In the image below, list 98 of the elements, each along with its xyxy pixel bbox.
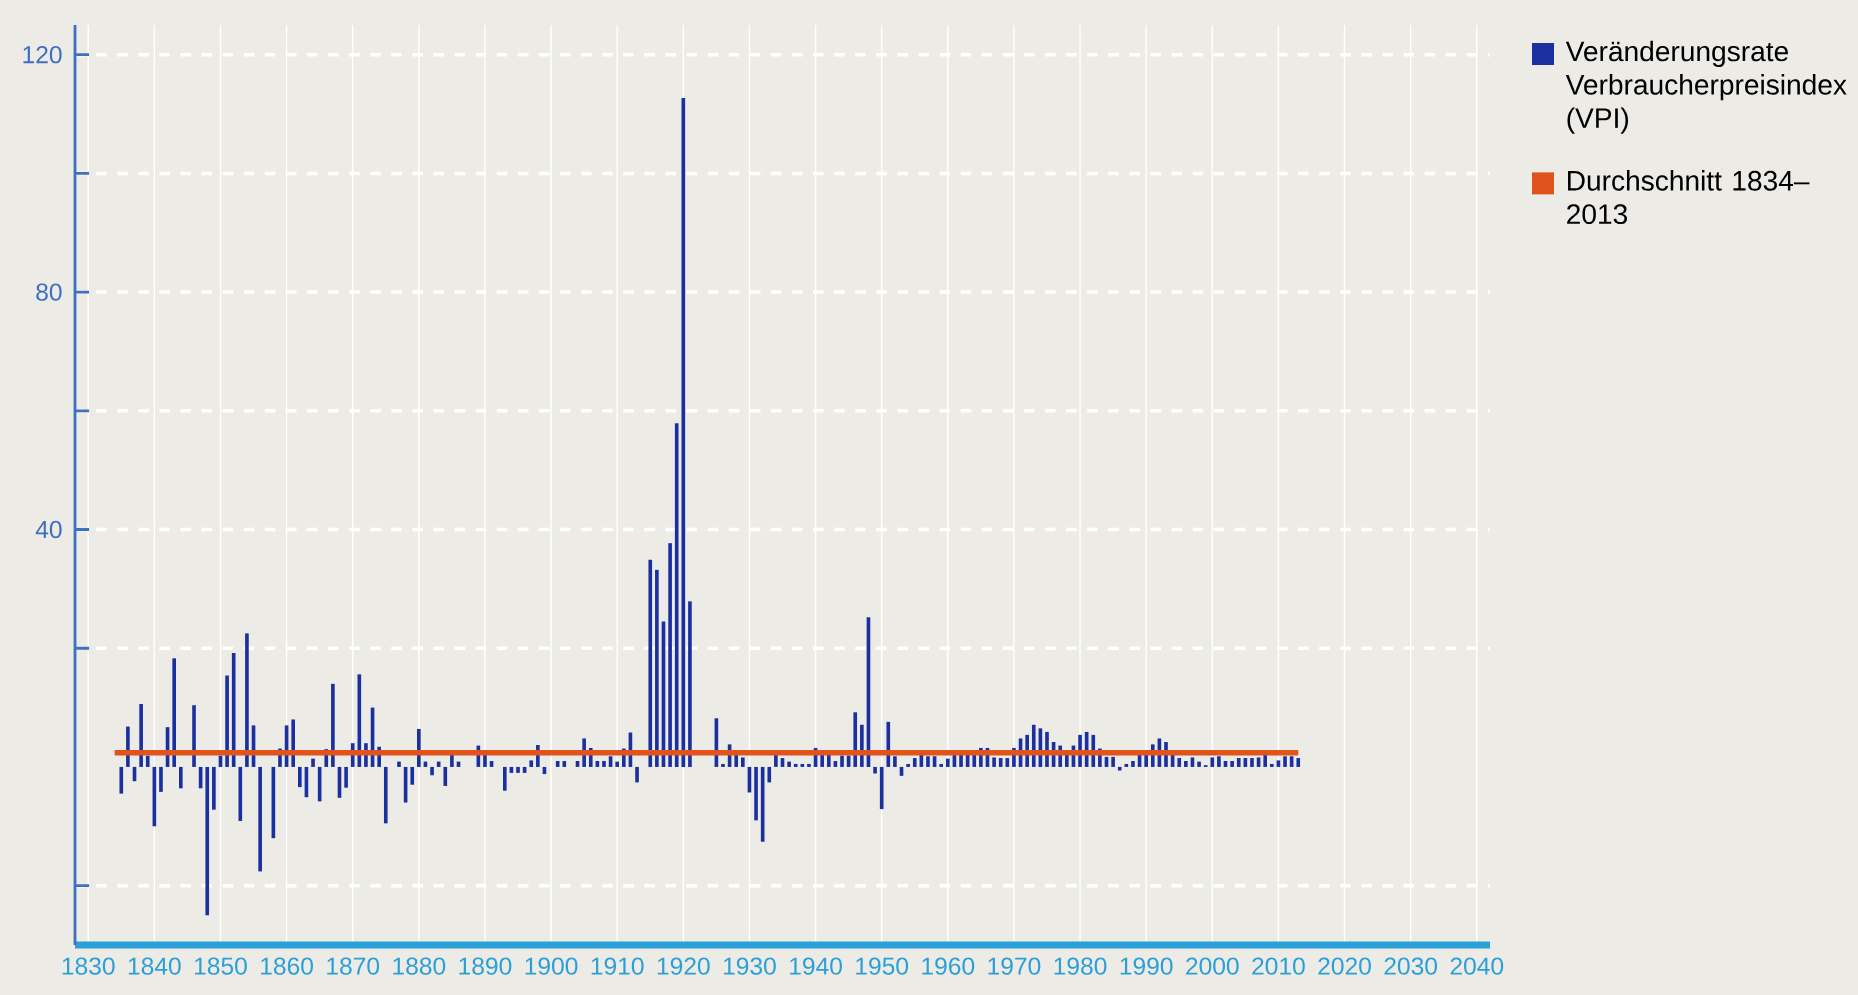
bar <box>205 766 210 916</box>
bar <box>298 766 302 788</box>
bar <box>873 766 877 774</box>
bar <box>767 766 772 783</box>
bar <box>655 569 659 767</box>
bar <box>615 761 620 767</box>
bar <box>238 766 243 821</box>
y-tick-label: 120 <box>23 46 62 64</box>
bar <box>1217 756 1221 767</box>
bar <box>410 766 415 785</box>
bar <box>178 766 183 789</box>
bar <box>1210 757 1215 767</box>
bar <box>972 755 977 767</box>
bar <box>555 761 560 767</box>
bar <box>912 758 917 767</box>
bar <box>939 763 944 767</box>
x-tick-label: 1870 <box>327 957 380 975</box>
bar <box>1296 758 1301 767</box>
bar <box>1236 758 1241 767</box>
bar <box>397 761 401 767</box>
bar <box>674 423 679 767</box>
x-tick-label: 1860 <box>261 957 313 975</box>
bar <box>1131 761 1135 767</box>
bar <box>906 763 910 767</box>
x-tick-label: 1890 <box>459 957 512 975</box>
x-tick-label: 1840 <box>128 957 181 975</box>
bar <box>893 756 897 767</box>
x-tick-label: 1920 <box>657 957 710 975</box>
bar <box>635 766 639 783</box>
bar <box>688 601 692 767</box>
x-tick-label: 1880 <box>393 957 446 975</box>
y-tick-label: 80 <box>36 283 62 301</box>
bar <box>225 675 229 767</box>
bar <box>443 766 448 786</box>
bar <box>853 712 858 767</box>
bar <box>344 766 348 788</box>
bar <box>159 766 163 792</box>
x-tick-label: 1970 <box>988 957 1041 975</box>
legend-label: Durchschnitt 1834–2013 <box>1567 170 1810 225</box>
bar <box>945 758 950 767</box>
bar <box>1283 756 1287 767</box>
x-tick-label: 2020 <box>1318 957 1371 975</box>
x-tick-label: 1980 <box>1054 957 1107 975</box>
bar <box>192 705 196 767</box>
bar <box>648 559 653 767</box>
x-tick-label: 1910 <box>591 957 644 975</box>
bar <box>741 757 745 767</box>
bar <box>311 758 315 767</box>
bar <box>1005 758 1010 767</box>
bar <box>172 658 177 767</box>
bar <box>807 763 811 767</box>
bar <box>668 543 672 767</box>
bar <box>1184 761 1188 767</box>
x-tick-label: 1930 <box>723 957 776 975</box>
bar <box>430 766 434 776</box>
bar <box>793 763 798 767</box>
bar <box>754 766 758 821</box>
bar <box>145 755 150 767</box>
bar <box>1177 758 1182 767</box>
bar <box>1197 761 1201 767</box>
bar <box>516 766 520 773</box>
x-tick-label: 2000 <box>1186 957 1239 975</box>
bar <box>787 761 791 767</box>
bar <box>331 683 335 767</box>
bar <box>529 760 534 767</box>
bar <box>992 757 996 767</box>
x-tick-label: 2030 <box>1384 957 1438 975</box>
bar <box>1250 758 1254 767</box>
bar <box>820 755 824 767</box>
x-tick-label: 1950 <box>856 957 909 975</box>
legend-label: Veränderungsrate Verbraucherpreisindex (VPI) <box>1565 40 1847 134</box>
x-tick-label: 1960 <box>922 957 975 975</box>
x-tick-label: 1900 <box>525 957 578 975</box>
bar <box>258 766 262 872</box>
bar <box>721 763 725 767</box>
bar <box>602 761 606 767</box>
bar <box>502 766 507 791</box>
x-tick-label: 1830 <box>62 957 115 975</box>
x-tick-label: 1850 <box>194 957 247 975</box>
bar <box>1230 761 1234 767</box>
bar <box>926 756 930 767</box>
bar <box>1117 766 1122 771</box>
bar <box>212 766 216 810</box>
bar <box>840 755 844 767</box>
bar <box>1111 756 1115 767</box>
x-tick-label: 2010 <box>1252 957 1305 975</box>
x-tick-label: 2040 <box>1450 957 1504 975</box>
y-tick-label: 40 <box>35 520 62 539</box>
bar <box>562 761 567 767</box>
bar <box>1269 763 1274 767</box>
bar <box>383 766 388 824</box>
x-tick-label: 1990 <box>1120 957 1173 975</box>
bar <box>245 633 249 767</box>
x-tick-label: 1940 <box>790 957 842 975</box>
bar <box>879 766 884 810</box>
bar <box>119 766 124 794</box>
bar <box>231 652 236 767</box>
bar <box>998 758 1003 767</box>
